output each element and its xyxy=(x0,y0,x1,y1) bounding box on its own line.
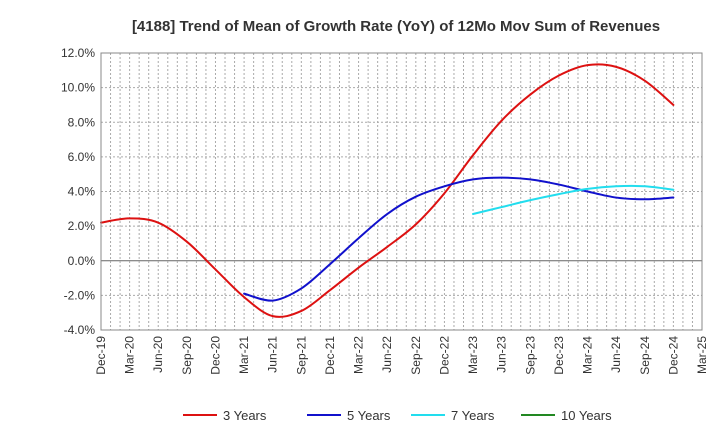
series-lines xyxy=(100,63,675,318)
legend: 3 Years 5 Years 7 Years 10 Years xyxy=(183,408,612,423)
y-tick-label: -2.0% xyxy=(64,288,96,302)
x-tick-label: Mar-25 xyxy=(695,336,709,374)
y-tick-label: 12.0% xyxy=(61,46,95,60)
x-tick-label: Sep-24 xyxy=(638,336,652,375)
y-tick-label: 4.0% xyxy=(68,185,96,199)
plot-border xyxy=(100,52,703,331)
x-tick-label: Mar-23 xyxy=(466,336,480,374)
legend-label-10-years: 10 Years xyxy=(561,408,612,423)
y-tick-label: 10.0% xyxy=(61,81,95,95)
x-tick-label: Sep-21 xyxy=(294,336,308,375)
x-tick-label: Jun-21 xyxy=(266,336,280,373)
x-tick-label: Jun-24 xyxy=(609,336,623,373)
x-tick-label: Jun-20 xyxy=(151,336,165,373)
x-tick-label: Sep-20 xyxy=(180,336,194,375)
y-tick-label: 8.0% xyxy=(68,115,96,129)
chart-title: [4188] Trend of Mean of Growth Rate (YoY… xyxy=(132,18,660,35)
series-line-3-years xyxy=(100,63,675,318)
series-line-5-years xyxy=(243,176,675,302)
x-tick-label: Dec-24 xyxy=(666,336,680,375)
y-tick-label: 0.0% xyxy=(68,254,96,268)
x-tick-label: Mar-22 xyxy=(352,336,366,374)
x-tick-label: Mar-20 xyxy=(123,336,137,374)
x-tick-label: Jun-22 xyxy=(380,336,394,373)
x-tick-label: Dec-23 xyxy=(552,336,566,375)
x-tick-label: Mar-21 xyxy=(237,336,251,374)
x-tick-label: Mar-24 xyxy=(581,336,595,374)
x-tick-label: Dec-19 xyxy=(94,336,108,375)
series-line-7-years xyxy=(472,184,675,216)
legend-label-3-years: 3 Years xyxy=(223,408,267,423)
x-axis-ticks: Dec-19 Mar-20 Jun-20 Sep-20 Dec-20 Mar-21 Jun-… xyxy=(94,336,709,375)
legend-label-5-years: 5 Years xyxy=(347,408,391,423)
x-tick-label: Dec-22 xyxy=(437,336,451,375)
x-tick-label: Sep-23 xyxy=(523,336,537,375)
legend-label-7-years: 7 Years xyxy=(451,408,495,423)
x-tick-label: Sep-22 xyxy=(409,336,423,375)
x-tick-label: Dec-21 xyxy=(323,336,337,375)
y-tick-label: 2.0% xyxy=(68,219,96,233)
y-tick-label: -4.0% xyxy=(64,323,96,337)
x-tick-label: Jun-23 xyxy=(495,336,509,373)
y-axis-ticks: 12.0% 10.0% 8.0% 6.0% 4.0% 2.0% 0.0% -2.0% -4.0% xyxy=(61,46,95,337)
x-tick-label: Dec-20 xyxy=(208,336,222,375)
y-tick-label: 6.0% xyxy=(68,150,96,164)
grid-lines xyxy=(101,52,702,331)
